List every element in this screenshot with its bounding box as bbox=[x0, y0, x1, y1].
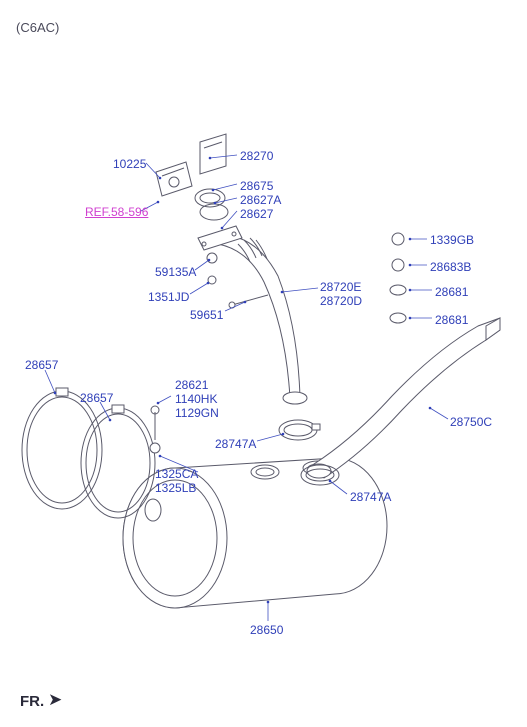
part-clamp-upper bbox=[279, 420, 320, 440]
part-label-1339GB[interactable]: 1339GB bbox=[430, 233, 474, 247]
diagram-canvas bbox=[0, 0, 527, 727]
part-plate bbox=[200, 134, 226, 174]
part-tail-pipe bbox=[307, 318, 500, 478]
part-band-left bbox=[22, 388, 102, 509]
part-label-28720D[interactable]: 28720D bbox=[320, 294, 362, 308]
part-bolt bbox=[229, 295, 268, 308]
leader-lines bbox=[45, 155, 448, 621]
part-label-28681a[interactable]: 28681 bbox=[435, 285, 468, 299]
part-label-28681b[interactable]: 28681 bbox=[435, 313, 468, 327]
part-label-28650[interactable]: 28650 bbox=[250, 623, 283, 637]
part-label-28675[interactable]: 28675 bbox=[240, 179, 273, 193]
part-label-28747A1[interactable]: 28747A bbox=[215, 437, 256, 451]
part-flange bbox=[198, 226, 242, 250]
header-code: (C6AC) bbox=[16, 20, 59, 35]
part-label-28683B[interactable]: 28683B bbox=[430, 260, 471, 274]
part-label-10225[interactable]: 10225 bbox=[113, 157, 146, 171]
part-clamp-lower bbox=[301, 465, 339, 485]
part-label-28657a[interactable]: 28657 bbox=[25, 358, 58, 372]
part-label-1140HK[interactable]: 1140HK bbox=[175, 392, 217, 406]
part-label-1325CA[interactable]: 1325CA bbox=[155, 467, 198, 481]
part-label-59651[interactable]: 59651 bbox=[190, 308, 223, 322]
part-label-28627A[interactable]: 28627A bbox=[240, 193, 281, 207]
part-label-28621[interactable]: 28621 bbox=[175, 378, 208, 392]
part-label-28720E[interactable]: 28720E bbox=[320, 280, 361, 294]
part-band-right bbox=[81, 405, 155, 518]
part-label-59135A[interactable]: 59135A bbox=[155, 265, 196, 279]
part-label-28270[interactable]: 28270 bbox=[240, 149, 273, 163]
part-bracket bbox=[156, 162, 192, 196]
fr-arrow-icon: ➤ bbox=[48, 690, 62, 710]
fr-label: FR. bbox=[20, 693, 44, 710]
part-gasket bbox=[195, 189, 228, 220]
part-label-28627[interactable]: 28627 bbox=[240, 207, 273, 221]
part-front-pipe bbox=[218, 236, 307, 404]
part-label-28747A2[interactable]: 28747A bbox=[350, 490, 391, 504]
part-label-1351JD[interactable]: 1351JD bbox=[148, 290, 189, 304]
part-label-28750C[interactable]: 28750C bbox=[450, 415, 492, 429]
part-label-28657b[interactable]: 28657 bbox=[80, 391, 113, 405]
part-label-1129GN[interactable]: 1129GN bbox=[175, 406, 219, 420]
ref-link[interactable]: REF.58-596 bbox=[85, 205, 148, 219]
part-label-1325LB[interactable]: 1325LB bbox=[155, 481, 196, 495]
